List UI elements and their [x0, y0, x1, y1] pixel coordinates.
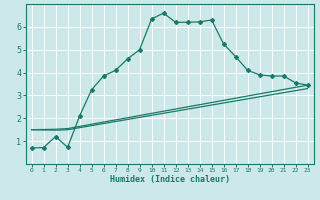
X-axis label: Humidex (Indice chaleur): Humidex (Indice chaleur) — [109, 175, 230, 184]
